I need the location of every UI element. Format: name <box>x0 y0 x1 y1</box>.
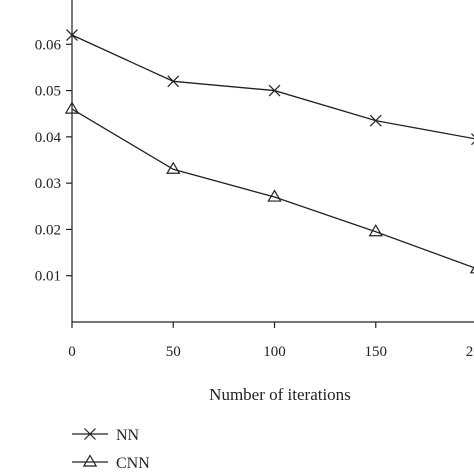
x-tick-label: 150 <box>365 344 388 360</box>
y-ticks: 0.01 0.02 0.03 0.04 0.05 0.06 <box>35 37 72 285</box>
y-tick-label: 0.06 <box>35 37 62 53</box>
data-point-cnn <box>64 101 80 114</box>
data-point-nn <box>167 75 180 88</box>
data-point-nn <box>369 114 382 127</box>
x-tick-label: 0 <box>68 344 76 360</box>
legend-marker-nn <box>84 428 96 440</box>
data-point-nn <box>471 133 474 146</box>
x-ticks: 0 50 100 150 200 <box>68 322 474 360</box>
y-tick-label: 0.05 <box>35 84 61 100</box>
legend-marker-cnn <box>82 454 98 467</box>
data-point-cnn <box>368 224 383 237</box>
legend: NN CNN <box>72 427 150 472</box>
x-axis-title: Number of iterations <box>209 385 351 404</box>
data-point-nn <box>268 84 281 97</box>
series-layer <box>64 29 474 274</box>
y-tick-label: 0.03 <box>35 176 61 192</box>
legend-label-nn: NN <box>116 427 140 444</box>
axes <box>71 0 474 323</box>
x-tick-label: 50 <box>166 344 181 360</box>
y-tick-label: 0.02 <box>35 222 61 238</box>
data-point-cnn <box>267 189 282 202</box>
x-tick-label: 100 <box>263 344 286 360</box>
series-line-cnn <box>71 108 474 269</box>
legend-label-cnn: CNN <box>116 455 150 472</box>
series-line-nn <box>71 34 474 140</box>
data-point-nn <box>66 29 78 41</box>
data-point-cnn <box>166 161 181 174</box>
y-tick-label: 0.04 <box>35 130 62 146</box>
y-tick-label: 0.01 <box>35 269 61 285</box>
x-tick-label: 200 <box>466 344 474 360</box>
